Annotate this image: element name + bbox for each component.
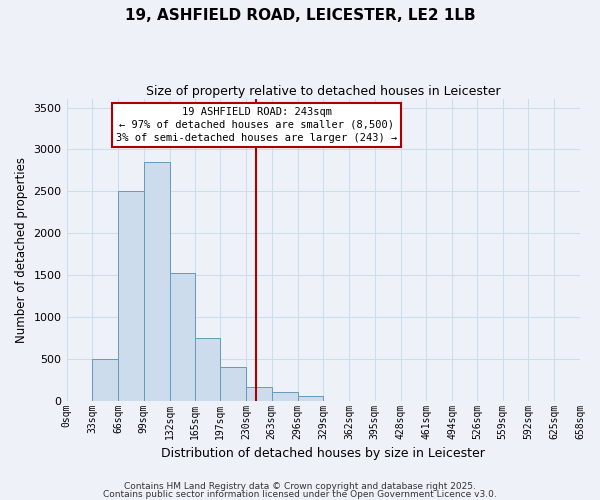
Bar <box>298 396 323 400</box>
Bar <box>144 162 170 400</box>
X-axis label: Distribution of detached houses by size in Leicester: Distribution of detached houses by size … <box>161 447 485 460</box>
Text: 19, ASHFIELD ROAD, LEICESTER, LE2 1LB: 19, ASHFIELD ROAD, LEICESTER, LE2 1LB <box>125 8 475 22</box>
Bar <box>220 367 246 400</box>
Y-axis label: Number of detached properties: Number of detached properties <box>15 157 28 343</box>
Bar <box>118 192 144 400</box>
Bar <box>246 387 272 400</box>
Text: Contains public sector information licensed under the Open Government Licence v3: Contains public sector information licen… <box>103 490 497 499</box>
Title: Size of property relative to detached houses in Leicester: Size of property relative to detached ho… <box>146 85 500 98</box>
Bar <box>170 272 195 400</box>
Text: Contains HM Land Registry data © Crown copyright and database right 2025.: Contains HM Land Registry data © Crown c… <box>124 482 476 491</box>
Bar <box>92 359 118 401</box>
Bar <box>272 392 298 400</box>
Text: 19 ASHFIELD ROAD: 243sqm
← 97% of detached houses are smaller (8,500)
3% of semi: 19 ASHFIELD ROAD: 243sqm ← 97% of detach… <box>116 106 397 143</box>
Bar <box>195 338 220 400</box>
